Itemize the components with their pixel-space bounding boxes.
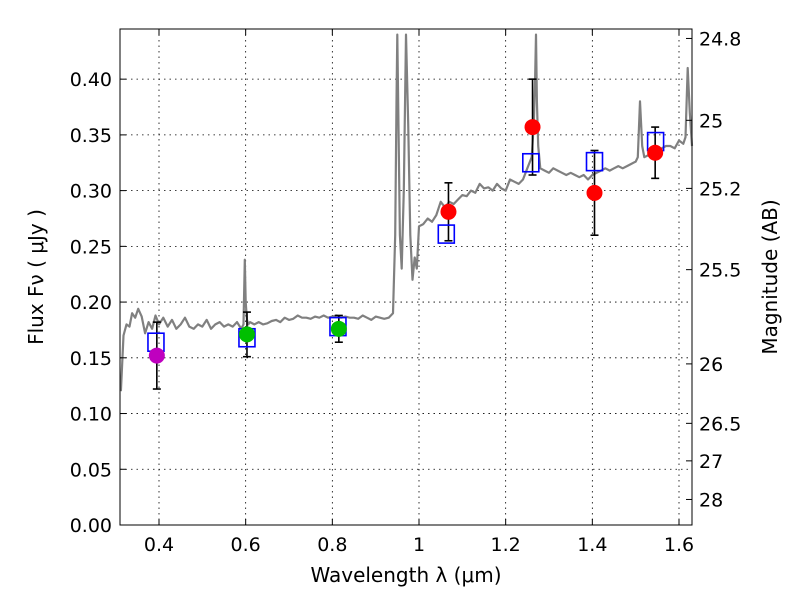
observed-markers [148, 119, 664, 364]
observed-point-marker [524, 119, 541, 136]
y-axis-label: Flux Fν ( μJy ) [24, 209, 48, 345]
model-point-marker [437, 224, 456, 244]
mag-tick-label: 26 [699, 354, 723, 376]
x-tick-label: 1 [413, 534, 425, 556]
mag-tick-label: 25.5 [699, 260, 741, 282]
model-point-marker [585, 151, 604, 172]
model-markers [147, 131, 665, 353]
mag-tick-label: 25 [699, 110, 723, 132]
y-tick-label: 0.10 [70, 404, 112, 426]
y-ticks: 0.00 0.05 0.10 0.15 0.20 0.25 0.30 0.35 0.40 [70, 69, 126, 537]
y-tick-label: 0.30 [70, 181, 112, 203]
y-tick-label: 0.20 [70, 292, 112, 314]
right-axis-label: Magnitude (AB) [758, 199, 782, 354]
mag-tick-label: 28 [699, 489, 723, 511]
x-ticks: 0.4 0.6 0.8 1 1.2 1.4 1.6 [144, 29, 694, 556]
mag-tick-label: 26.5 [699, 413, 741, 435]
sed-spectrum-line [119, 33, 694, 392]
x-tick-label: 0.8 [317, 534, 347, 556]
y-tick-label: 0.05 [70, 459, 112, 481]
y-tick-label: 0.25 [70, 236, 112, 258]
mag-ticks: 24.8 25 25.2 25.5 26 26.5 27 28 [686, 28, 741, 511]
mag-tick-label: 27 [699, 451, 723, 473]
plot-frame [119, 28, 693, 526]
mag-tick-label: 24.8 [699, 28, 741, 50]
mag-tick-label: 25.2 [699, 178, 741, 200]
observed-point-marker [330, 320, 347, 337]
x-tick-label: 1.4 [577, 534, 607, 556]
observed-point-marker [586, 184, 603, 201]
x-axis-label: Wavelength λ (μm) [310, 563, 501, 587]
y-tick-label: 0.35 [70, 125, 112, 147]
y-tick-label: 0.15 [70, 348, 112, 370]
x-tick-label: 1.2 [491, 534, 521, 556]
model-point-marker [521, 152, 540, 173]
observed-point-marker [238, 326, 255, 343]
x-tick-label: 1.6 [664, 534, 694, 556]
error-bars [152, 78, 660, 390]
x-tick-label: 0.4 [144, 534, 174, 556]
observed-point-marker [440, 203, 457, 220]
x-tick-label: 0.6 [231, 534, 261, 556]
observed-point-marker [148, 347, 165, 364]
observed-point-marker [647, 144, 664, 161]
sed-spectrum [119, 33, 694, 392]
y-tick-label: 0.00 [70, 515, 112, 537]
y-tick-label: 0.40 [70, 69, 112, 91]
